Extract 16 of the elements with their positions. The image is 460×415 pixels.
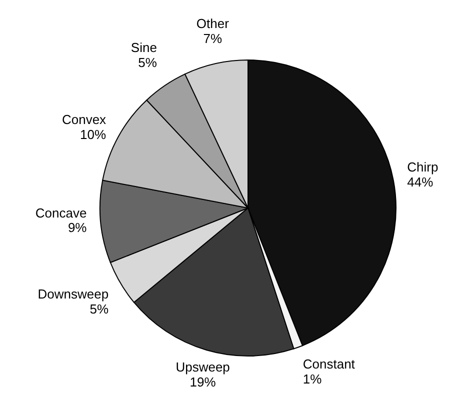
slice-label: Concave [35,205,87,220]
slice-label: Downsweep [38,286,109,302]
data-label: 44% [407,174,434,190]
data-label: 19% [190,374,216,390]
slice-label: Other [196,16,230,31]
slice-label: Convex [62,112,107,127]
slice-label: Sine [130,40,157,56]
data-label: 5% [90,301,109,316]
data-label: 1% [302,371,322,386]
slice-label: Upsweep [176,360,230,375]
data-label: 9% [68,220,88,236]
slice-label: Constant [302,356,356,372]
data-label: 7% [203,30,222,46]
slice-label: Chirp [407,160,438,175]
data-label: 10% [80,126,106,142]
data-label: 5% [138,55,158,70]
